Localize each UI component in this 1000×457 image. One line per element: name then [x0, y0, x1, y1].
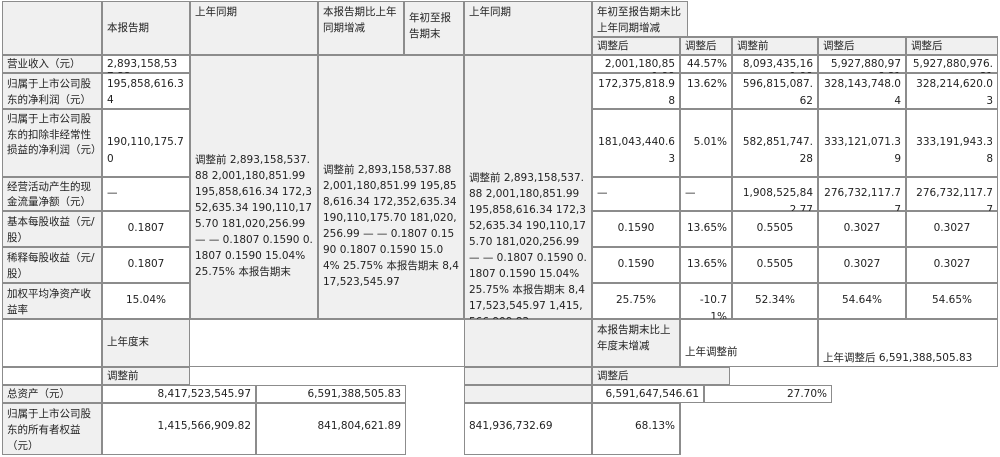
subheader-adj-after: 调整后: [592, 37, 680, 55]
row-after2-roe: 54.64%: [818, 283, 906, 319]
subheader-adj-after-pct: 调整后: [680, 37, 732, 55]
row-current-cashflow: —: [102, 177, 190, 211]
row-pct-roe: -10.71%: [680, 283, 732, 323]
row-pct-net-profit-deducted: 5.01%: [680, 109, 732, 177]
header-ytd-change: 年初至报告期末比上年同期增减: [592, 1, 688, 37]
lower-prev-adj-before: 上年调整前: [680, 319, 818, 367]
row-before-cashflow: 1,908,525,842.77: [732, 177, 818, 216]
row-before-revenue: 8,093,435,161.99: [732, 55, 818, 83]
row-label-net-profit-deducted: 归属于上市公司股东的扣除非经常性损益的净利润（元）: [2, 109, 102, 177]
row-before-net-profit-deducted: 582,851,747.28: [732, 109, 818, 177]
row-after2-cashflow: 276,732,117.77: [818, 177, 906, 216]
row-after3-cashflow: 276,732,117.77: [906, 177, 998, 216]
equity-v4: 68.13%: [592, 403, 680, 455]
equity-blank: [680, 403, 998, 455]
row-after2-revenue: 5,927,880,976.81: [818, 55, 906, 83]
merged-prior-column: 调整前 2,893,158,537.88 2,001,180,851.99 19…: [190, 55, 318, 319]
total-assets-v2: 6,591,388,505.83: [256, 385, 406, 403]
row-ytd-diluted-eps: 0.1590: [592, 247, 680, 283]
lower-adj-before: 调整前: [102, 367, 190, 385]
lower-blank-sub: [464, 367, 592, 385]
header-ytd-prior: 上年同期: [464, 1, 592, 55]
equity-v3: 841,936,732.69: [464, 403, 592, 455]
lower-blank-mid: [190, 319, 464, 367]
row-current-roe: 15.04%: [102, 283, 190, 319]
lower-blank-mid2: [464, 319, 592, 367]
row-label-basic-eps: 基本每股收益（元/股）: [2, 211, 102, 247]
row-current-diluted-eps: 0.1807: [102, 247, 190, 283]
row-before-diluted-eps: 0.5505: [732, 247, 818, 283]
lower-blank-left2: [2, 367, 102, 385]
row-ytd-net-profit-deducted: 181,043,440.63: [592, 109, 680, 177]
subheader-adj-before: 调整前: [732, 37, 818, 55]
lower-adj-after: 调整后: [592, 367, 730, 385]
lower-blank-left: [2, 319, 102, 367]
row-before-net-profit: 596,815,087.62: [732, 73, 818, 109]
row-after3-diluted-eps: 0.3027: [906, 247, 998, 283]
row-pct-cashflow: —: [680, 177, 732, 211]
row-label-cashflow: 经营活动产生的现金流量净额（元）: [2, 177, 102, 211]
equity-v1: 1,415,566,909.82: [102, 403, 256, 455]
row-pct-revenue: 44.57%: [680, 55, 732, 73]
row-before-roe: 52.34%: [732, 283, 818, 319]
row-after3-net-profit-deducted: 333,191,943.38: [906, 109, 998, 177]
subheader-adj-after2: 调整后: [818, 37, 906, 55]
row-ytd-revenue: 2,001,180,851.99: [592, 55, 680, 83]
row-ytd-roe: 25.75%: [592, 283, 680, 319]
lower-prev-adj-after: 上年调整后 6,591,388,505.83: [818, 319, 998, 367]
row-ytd-net-profit: 172,375,818.98: [592, 73, 680, 109]
header-blank: [2, 1, 102, 55]
row-label-diluted-eps: 稀释每股收益（元/股）: [2, 247, 102, 283]
total-assets-blank: [464, 385, 592, 403]
total-assets-v1: 8,417,523,545.97: [102, 385, 256, 403]
row-current-net-profit: 195,858,616.34: [102, 73, 190, 109]
row-pct-net-profit: 13.62%: [680, 73, 732, 109]
row-after3-roe: 54.65%: [906, 283, 998, 319]
row-after3-net-profit: 328,214,620.03: [906, 73, 998, 109]
row-current-basic-eps: 0.1807: [102, 211, 190, 247]
row-current-net-profit-deducted: 190,110,175.70: [102, 109, 190, 177]
header-prior: 上年同期: [190, 1, 318, 55]
equity-v2: 841,804,621.89: [256, 403, 406, 455]
merged-change-column: 调整前 2,893,158,537.88 2,001,180,851.99 19…: [318, 55, 464, 319]
total-assets-v4: 27.70%: [704, 385, 832, 403]
row-label-net-profit: 归属于上市公司股东的净利润（元）: [2, 73, 102, 109]
lower-change-vs-prev: 本报告期末比上年度末增减: [592, 319, 680, 367]
row-pct-diluted-eps: 13.65%: [680, 247, 732, 283]
row-after2-diluted-eps: 0.3027: [818, 247, 906, 283]
row-after2-basic-eps: 0.3027: [818, 211, 906, 247]
row-current-revenue: 2,893,158,537.88: [102, 55, 190, 83]
row-ytd-cashflow: —: [592, 177, 680, 211]
header-ytd: 年初至报告期末: [404, 1, 464, 55]
lower-prev-year-end: 上年度末: [102, 319, 190, 367]
header-change: 本报告期比上年同期增减: [318, 1, 404, 55]
total-assets-v3: 6,591,647,546.61: [592, 385, 704, 403]
row-after2-net-profit-deducted: 333,121,071.39: [818, 109, 906, 177]
row-after3-basic-eps: 0.3027: [906, 211, 998, 247]
row-after2-net-profit: 328,143,748.04: [818, 73, 906, 109]
total-assets-label: 总资产（元）: [2, 385, 102, 403]
row-label-roe: 加权平均净资产收益率: [2, 283, 102, 319]
row-label-revenue: 营业收入（元）: [2, 55, 102, 73]
merged-ytd-prior-column: 调整前 2,893,158,537.88 2,001,180,851.99 19…: [464, 55, 592, 328]
row-before-basic-eps: 0.5505: [732, 211, 818, 247]
row-pct-basic-eps: 13.65%: [680, 211, 732, 247]
row-after3-revenue: 5,927,880,976.81: [906, 55, 998, 83]
equity-label: 归属于上市公司股东的所有者权益（元）: [2, 403, 102, 455]
row-ytd-basic-eps: 0.1590: [592, 211, 680, 247]
header-blank-right: [688, 1, 998, 37]
header-current: 本报告期: [102, 1, 190, 55]
subheader-adj-after3: 调整后: [906, 37, 998, 55]
